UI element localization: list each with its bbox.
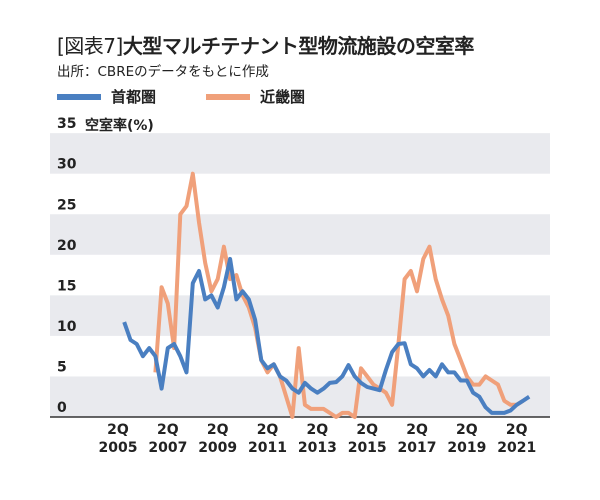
y-axis-label: 空室率(%)	[85, 117, 154, 134]
grid-band	[50, 295, 550, 336]
legend-swatch-orange	[206, 93, 251, 100]
legend-label: 近畿圏	[260, 88, 306, 106]
x-tick-year: 2009	[198, 440, 237, 456]
y-tick-label: 25	[57, 197, 76, 213]
x-tick-year: 2015	[348, 440, 387, 456]
grid-band	[50, 376, 550, 417]
x-tick-quarter: 2Q	[307, 422, 329, 438]
legend: 首都圏 近畿圏	[57, 86, 355, 107]
chart-title: [図表7]大型マルチテナント型物流施設の空室率	[57, 30, 474, 59]
grid-band	[50, 214, 550, 255]
x-tick-year: 2007	[148, 440, 187, 456]
x-tick-quarter: 2Q	[406, 422, 428, 438]
x-tick-quarter: 2Q	[356, 422, 378, 438]
x-tick-year: 2013	[298, 440, 337, 456]
series-line-kinki	[153, 171, 525, 419]
y-tick-label: 0	[57, 400, 67, 416]
legend-item-kinki: 近畿圏	[206, 86, 305, 107]
x-tick-quarter: 2Q	[157, 422, 179, 438]
x-tick-quarter: 2Q	[506, 422, 528, 438]
x-tick-quarter: 2Q	[257, 422, 279, 438]
title-text: 大型マルチテナント型物流施設の空室率	[122, 34, 475, 58]
grid-band	[50, 133, 550, 174]
x-tick-quarter: 2Q	[207, 422, 229, 438]
x-tick-year: 2021	[497, 440, 536, 456]
x-tick-year: 2005	[99, 440, 138, 456]
x-tick-year: 2019	[447, 440, 486, 456]
series-line-shutoken	[122, 256, 531, 415]
y-tick-label: 15	[57, 278, 76, 294]
y-tick-label: 30	[57, 157, 77, 173]
source-note: 出所：CBREのデータをもとに作成	[57, 64, 269, 80]
y-tick-label: 35	[57, 116, 76, 132]
x-tick-quarter: 2Q	[107, 422, 129, 438]
y-tick-label: 20	[57, 238, 77, 254]
x-tick-quarter: 2Q	[456, 422, 478, 438]
legend-label: 首都圏	[111, 88, 157, 106]
y-tick-label: 5	[57, 359, 67, 375]
legend-swatch-blue	[57, 93, 101, 100]
legend-item-shutoken: 首都圏	[57, 86, 156, 107]
x-tick-year: 2011	[248, 440, 287, 456]
y-tick-label: 10	[57, 319, 77, 335]
figure-number: [図表7]	[57, 34, 123, 58]
x-tick-year: 2017	[398, 440, 437, 456]
